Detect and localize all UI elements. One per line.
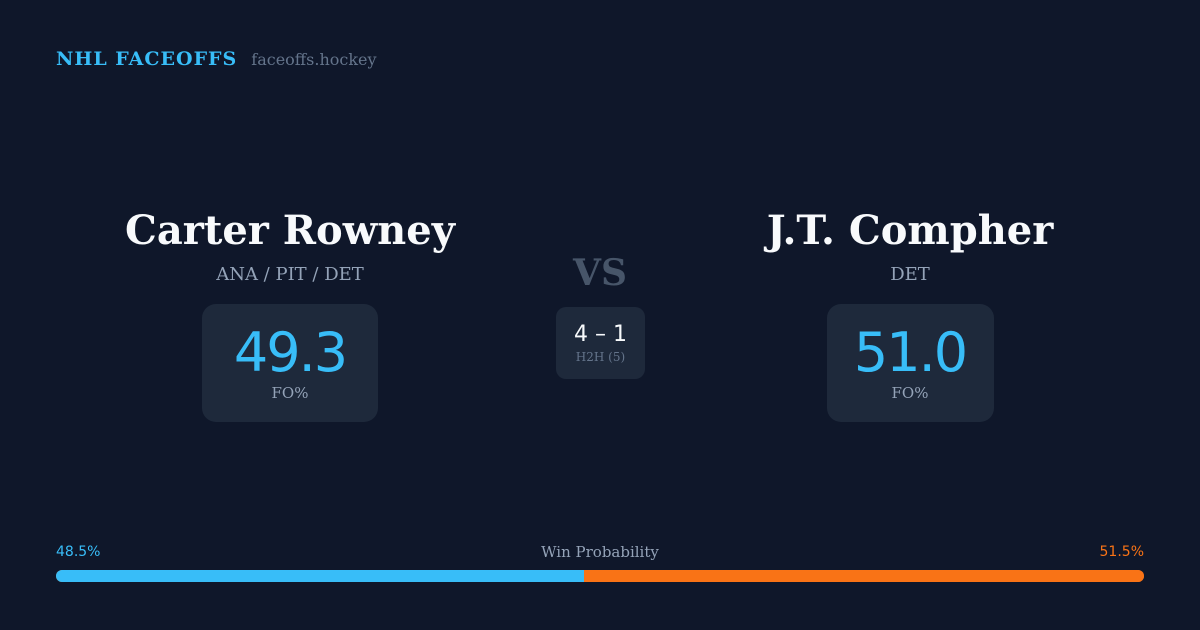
brand-header: NHL FACEOFFS faceoffs.hockey <box>56 48 377 70</box>
player-left-fo-card: 49.3 FO% <box>202 304 378 422</box>
h2h-card: 4 – 1 H2H (5) <box>556 307 645 379</box>
player-left: Carter Rowney ANA / PIT / DET 49.3 FO% <box>80 205 500 422</box>
brand-name: NHL FACEOFFS <box>56 48 238 70</box>
player-left-teams: ANA / PIT / DET <box>216 264 364 285</box>
player-left-fo-value: 49.3 <box>233 321 348 384</box>
player-right: J.T. Compher DET 51.0 FO% <box>700 205 1120 422</box>
h2h-record: 4 – 1 <box>574 322 627 347</box>
win-probability-right: 51.5% <box>1099 544 1144 560</box>
win-probability-title: Win Probability <box>541 543 659 561</box>
vs-label: VS <box>573 252 627 294</box>
player-left-fo-label: FO% <box>271 384 309 402</box>
player-right-fo-value: 51.0 <box>853 321 968 384</box>
h2h-label: H2H (5) <box>575 350 626 364</box>
win-probability-bar <box>56 570 1144 582</box>
brand-domain: faceoffs.hockey <box>251 50 377 69</box>
player-left-name: Carter Rowney <box>125 207 455 254</box>
player-right-fo-label: FO% <box>891 384 929 402</box>
win-probability-left: 48.5% <box>56 544 101 560</box>
win-probability-bar-left <box>56 570 584 582</box>
player-right-teams: DET <box>890 264 930 285</box>
win-probability-bar-right <box>583 570 1144 582</box>
player-right-fo-card: 51.0 FO% <box>826 304 994 422</box>
player-right-name: J.T. Compher <box>766 207 1054 254</box>
